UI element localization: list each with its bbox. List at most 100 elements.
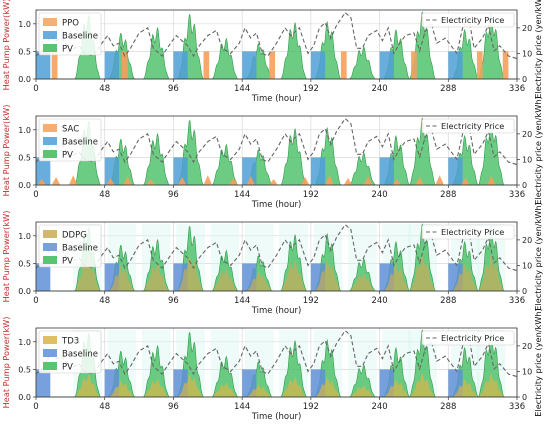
baseline-bar: [310, 51, 326, 79]
legend-swatch: [43, 137, 57, 145]
y-axis-label-right: Electricity price (yen/kWh): [533, 0, 543, 99]
x-tick-label: 288: [440, 190, 456, 200]
legend-label: Baseline: [62, 244, 98, 254]
baseline-bar: [310, 157, 326, 185]
y-tick-label-right: 10: [522, 261, 532, 270]
y-tick-label-right: 0: [522, 393, 527, 402]
legend-right: Electricity Price: [421, 118, 515, 134]
x-tick-label: 288: [440, 402, 456, 412]
x-axis-label: Time (hour): [251, 200, 302, 210]
x-tick-label: 288: [440, 84, 456, 94]
legend-label: Electricity Price: [441, 121, 504, 131]
x-axis-label: Time (hour): [251, 412, 302, 422]
y-axis-label-right: Electricity price (yen/kWh): [533, 308, 543, 417]
y-tick-label-left: 0.0: [18, 181, 31, 190]
baseline-bar: [104, 51, 120, 79]
legend-right: Electricity Price: [421, 330, 515, 346]
baseline-bar: [36, 51, 51, 79]
legend-label: Baseline: [62, 138, 98, 148]
agent-spike: [146, 179, 155, 185]
y-tick-label-left: 0.5: [18, 365, 31, 374]
x-tick-label: 96: [168, 402, 179, 412]
legend-label: Electricity Price: [441, 227, 504, 237]
agent-spike: [37, 179, 47, 185]
x-axis-label: Time (hour): [251, 94, 302, 104]
baseline-bar: [36, 369, 51, 397]
x-tick-label: 48: [99, 84, 110, 94]
x-tick-label: 336: [509, 402, 525, 412]
x-tick-label: 240: [371, 402, 387, 412]
legend-swatch: [43, 230, 57, 238]
x-tick-label: 240: [371, 190, 387, 200]
legend-label: Baseline: [62, 350, 98, 360]
legend-right: Electricity Price: [421, 12, 515, 28]
agent-spike: [123, 176, 132, 185]
legend-swatch: [43, 362, 57, 370]
legend-swatch: [43, 18, 57, 26]
y-tick-label-right: 10: [522, 49, 532, 58]
agent-spike: [392, 179, 402, 185]
legend-label: TD3: [61, 337, 79, 347]
x-tick-label: 96: [168, 84, 179, 94]
legend-swatch: [43, 336, 57, 344]
y-tick-label-left: 0.5: [18, 47, 31, 56]
y-tick-label-right: 10: [522, 155, 532, 164]
chart-panel-2: 0 48 96 144 192 240 288 336 Time (hour) 0.0 0.5 1.0…: [1, 96, 543, 210]
legend-left: TD3 Baseline PV: [38, 330, 102, 374]
legend-box: [421, 12, 515, 28]
price-line: [35, 117, 518, 166]
legend-label: Baseline: [62, 32, 98, 42]
agent-spike: [203, 175, 213, 185]
y-tick-label-left: 0.0: [18, 287, 31, 296]
agent-spike: [363, 176, 373, 185]
legend-swatch: [43, 124, 57, 132]
legend-label: PV: [62, 257, 73, 267]
baseline-bar: [448, 157, 463, 185]
agent-spike: [461, 178, 470, 185]
price-line: [35, 223, 518, 272]
y-axis-label-right: Electricity price (yen/kWh): [533, 96, 543, 205]
x-tick-label: 144: [234, 84, 250, 94]
y-tick-label-left: 1.0: [18, 126, 31, 135]
agent-bar: [476, 51, 483, 79]
baseline-bar: [379, 157, 394, 185]
x-tick-label: 192: [303, 84, 319, 94]
x-tick-label: 48: [99, 190, 110, 200]
y-tick-label-right: 0: [522, 181, 527, 190]
y-axis-label-left: Heat Pump Power(kW): [1, 211, 11, 303]
legend-right: Electricity Price: [421, 224, 515, 240]
plot-frame: [35, 327, 518, 398]
baseline-bar: [242, 157, 257, 185]
agent-spike: [68, 175, 78, 185]
x-tick-label: 336: [509, 296, 525, 306]
legend-swatch: [43, 243, 57, 251]
agent-spike: [435, 175, 444, 185]
agent-spike: [229, 178, 238, 185]
agent-bar: [269, 51, 276, 79]
agent-spike: [343, 178, 353, 185]
agent-bar: [502, 51, 509, 79]
x-tick-label: 0: [33, 84, 38, 94]
x-tick-label: 240: [371, 296, 387, 306]
agent-spike: [415, 177, 424, 185]
baseline-bar: [173, 51, 188, 79]
y-axis-label-left: Heat Pump Power(kW): [1, 105, 11, 197]
x-tick-label: 192: [303, 190, 319, 200]
legend-box: [421, 118, 515, 134]
baseline-bar: [173, 157, 188, 185]
price-line: [35, 11, 518, 60]
agent-spike: [106, 178, 115, 185]
legend-left: PPO Baseline PV: [38, 12, 102, 56]
legend-left: DDPG Baseline PV: [38, 224, 102, 268]
x-tick-label: 144: [234, 296, 250, 306]
legend-label: Electricity Price: [441, 333, 504, 343]
agent-bar: [411, 51, 417, 79]
y-tick-label-left: 0.0: [18, 75, 31, 84]
y-tick-label-left: 0.5: [18, 153, 31, 162]
legend-label: SAC: [62, 125, 79, 135]
agent-spike: [325, 175, 334, 185]
legend-left: SAC Baseline PV: [38, 118, 102, 162]
legend-label: PPO: [62, 19, 79, 29]
baseline-bar: [242, 51, 257, 79]
y-tick-label-left: 0.5: [18, 259, 31, 268]
